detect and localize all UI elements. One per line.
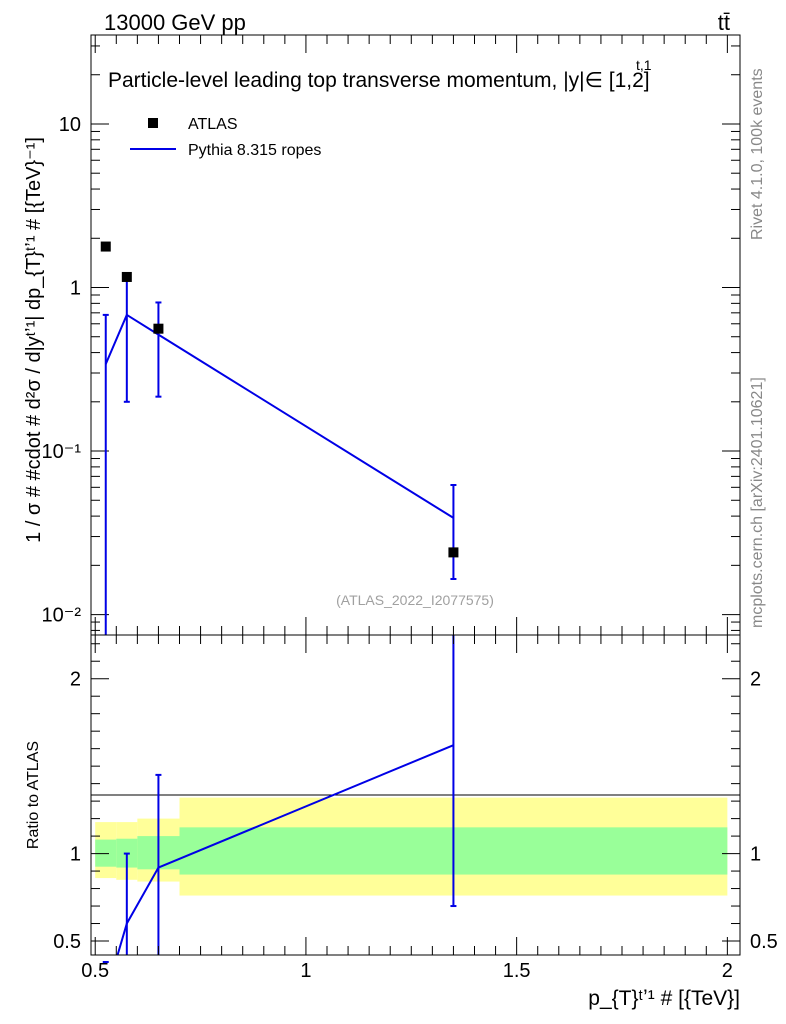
x-tick-labels: 0.5 1 1.5 2 (81, 960, 733, 982)
ratio-y-tick-label: 2 (70, 669, 81, 691)
ratio-ticks (91, 635, 740, 955)
chart-title: Particle-level leading top transverse mo… (108, 69, 650, 92)
ratio-uncertainty-bands (95, 797, 728, 896)
ratio-y-tick-label-right: 2 (750, 669, 761, 691)
energy-label: 13000 GeV pp (104, 10, 246, 35)
main-panel: 10 1 10⁻¹ 10⁻² Particle-level leading to… (23, 34, 741, 636)
source-label: mcplots.cern.ch [arXiv:2401.10621] (749, 377, 766, 628)
legend-atlas-label: ATLAS (188, 116, 238, 133)
ratio-y-tick-labels-left: 2 1 0.5 (53, 669, 81, 953)
x-tick-label: 0.5 (81, 960, 109, 982)
analysis-watermark: (ATLAS_2022_I2077575) (336, 592, 494, 608)
ratio-y-tick-label-right: 0.5 (750, 931, 778, 953)
ratio-y-tick-labels-right: 2 1 0.5 (750, 669, 778, 953)
main-y-tick-labels: 10 1 10⁻¹ 10⁻² (42, 114, 82, 627)
legend: ATLAS Pythia 8.315 ropes (130, 116, 321, 159)
ratio-panel: 2 1 0.5 2 1 0.5 0.5 1 1.5 2 Ratio to ATL… (25, 634, 778, 1010)
main-y-axis-label: 1 / σ # #cdot # d²σ / d|yᵗʼ¹| dp_{T}ᵗʼ¹ … (23, 137, 45, 543)
main-y-tick-label: 1 (70, 278, 81, 300)
atlas-data-point (448, 547, 459, 558)
atlas-data-point (153, 323, 164, 334)
legend-pythia-label: Pythia 8.315 ropes (188, 142, 321, 159)
main-ticks (91, 35, 740, 635)
x-tick-label: 1.5 (503, 960, 531, 982)
ratio-y-tick-label-right: 1 (750, 844, 761, 866)
atlas-data-point (121, 271, 132, 282)
main-y-tick-label: 10⁻¹ (42, 441, 82, 463)
chart-title-superscript: t,1 (636, 57, 652, 73)
pythia-line (104, 313, 454, 519)
atlas-data-point (100, 241, 111, 252)
x-tick-label: 1 (300, 960, 311, 982)
rivet-version-label: Rivet 4.1.0, 100k events (749, 68, 766, 240)
main-y-tick-label: 10⁻² (42, 605, 82, 627)
ratio-frame (90, 634, 741, 956)
ratio-y-tick-label: 0.5 (53, 931, 81, 953)
ratio-data-layer (102, 635, 457, 963)
main-y-tick-label: 10 (59, 114, 81, 136)
ratio-y-axis-label: Ratio to ATLAS (25, 741, 42, 849)
ratio-line (116, 744, 454, 955)
ratio-y-tick-label: 1 (70, 844, 81, 866)
x-axis-label: p_{T}ᵗʼ¹ # [{TeV}] (588, 987, 740, 1010)
x-tick-label: 2 (722, 960, 733, 982)
main-data-layer (100, 241, 459, 635)
process-label: tt̄ (718, 10, 730, 35)
legend-atlas-marker (148, 118, 158, 128)
